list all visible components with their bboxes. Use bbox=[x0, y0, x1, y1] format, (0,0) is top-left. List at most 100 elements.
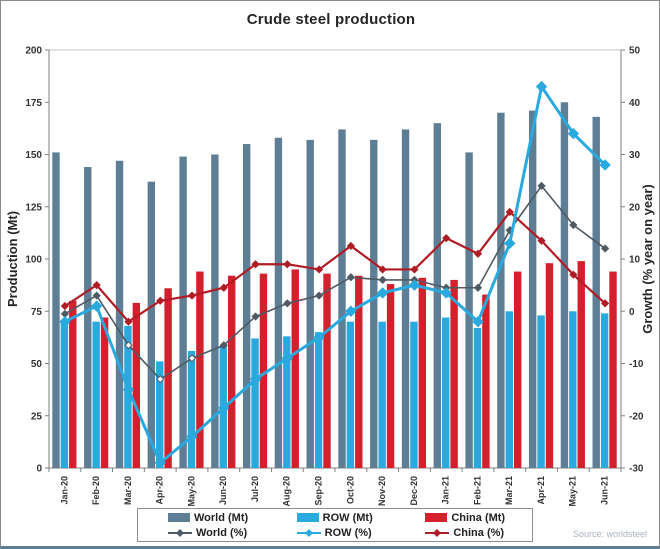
bar bbox=[569, 311, 577, 468]
svg-text:Dec-20: Dec-20 bbox=[409, 476, 419, 506]
svg-text:Jun-21: Jun-21 bbox=[599, 476, 609, 505]
bar bbox=[560, 102, 569, 468]
bar bbox=[52, 152, 60, 468]
marker-diamond bbox=[281, 352, 294, 364]
svg-text:0: 0 bbox=[36, 464, 42, 475]
marker-diamond bbox=[283, 260, 292, 269]
svg-text:Sep-20: Sep-20 bbox=[313, 476, 323, 506]
svg-text:25: 25 bbox=[31, 411, 43, 422]
line-row- bbox=[59, 80, 611, 469]
bar bbox=[592, 116, 600, 468]
svg-text:200: 200 bbox=[25, 46, 42, 57]
marker-diamond bbox=[187, 291, 197, 300]
svg-text:Mar-21: Mar-21 bbox=[504, 476, 514, 505]
svg-text:Feb-21: Feb-21 bbox=[472, 476, 482, 505]
bar bbox=[314, 332, 323, 468]
marker-diamond bbox=[251, 312, 260, 321]
svg-text:Jan-21: Jan-21 bbox=[441, 476, 451, 505]
marker-diamond bbox=[601, 244, 610, 253]
marker-diamond bbox=[156, 375, 165, 384]
bar bbox=[386, 284, 395, 468]
marker-diamond bbox=[59, 315, 71, 328]
svg-text:Jan-20: Jan-20 bbox=[59, 476, 69, 505]
marker-diamond bbox=[156, 296, 165, 305]
bar bbox=[124, 325, 132, 468]
bar bbox=[513, 271, 522, 468]
right-axis-ticks: -30 -20 -10 0 10 20 30 40 50 bbox=[621, 46, 644, 475]
svg-text:-20: -20 bbox=[629, 411, 644, 422]
svg-text:Oct-20: Oct-20 bbox=[345, 476, 355, 504]
svg-text:30: 30 bbox=[629, 150, 641, 161]
marker-diamond bbox=[440, 287, 452, 299]
svg-text:100: 100 bbox=[25, 255, 42, 266]
bar bbox=[338, 129, 346, 469]
bar bbox=[84, 167, 92, 469]
svg-text:Jun-20: Jun-20 bbox=[218, 476, 228, 505]
svg-text:Apr-20: Apr-20 bbox=[155, 476, 165, 505]
legend-label: ROW (%) bbox=[324, 526, 372, 539]
svg-text:Aug-20: Aug-20 bbox=[282, 476, 292, 507]
bar bbox=[545, 263, 554, 468]
svg-text:Feb-20: Feb-20 bbox=[91, 476, 101, 505]
marker-diamond bbox=[92, 291, 101, 300]
legend-label: China (Mt) bbox=[451, 511, 506, 524]
bar bbox=[473, 327, 482, 468]
svg-text:75: 75 bbox=[31, 307, 43, 318]
legend-swatch bbox=[425, 513, 448, 522]
legend: World (Mt) ROW (Mt) China (Mt) World (%) ROW… bbox=[137, 508, 533, 542]
svg-text:50: 50 bbox=[31, 359, 43, 370]
bar bbox=[306, 139, 314, 468]
marker-diamond bbox=[219, 283, 228, 292]
marker-diamond bbox=[410, 265, 419, 274]
x-axis-ticks bbox=[48, 468, 622, 472]
bar bbox=[505, 311, 513, 468]
bar bbox=[465, 152, 473, 468]
legend-line-swatch bbox=[168, 528, 192, 537]
right-axis-title: Growth (% year on year) bbox=[640, 184, 655, 334]
svg-text:-30: -30 bbox=[629, 464, 644, 475]
source-note: Source: worldsteel bbox=[572, 529, 647, 539]
marker-diamond bbox=[283, 299, 292, 308]
legend-item-row-mt-: ROW (Mt) bbox=[271, 512, 400, 524]
marker-diamond bbox=[505, 207, 514, 217]
bar bbox=[156, 361, 164, 468]
marker-diamond bbox=[504, 237, 516, 250]
bar bbox=[433, 123, 442, 469]
marker-diamond bbox=[218, 402, 230, 414]
svg-text:May-20: May-20 bbox=[186, 476, 196, 507]
marker-diamond bbox=[378, 265, 387, 274]
svg-text:20: 20 bbox=[629, 202, 641, 213]
legend-item-world-: World (%) bbox=[142, 527, 271, 539]
marker-diamond bbox=[473, 283, 483, 292]
marker-diamond bbox=[599, 159, 611, 171]
marker-diamond bbox=[313, 331, 325, 344]
bar bbox=[370, 139, 378, 468]
bar bbox=[187, 350, 196, 468]
chart-title: Crude steel production bbox=[246, 11, 416, 28]
bar bbox=[346, 321, 355, 468]
legend-label: ROW (Mt) bbox=[322, 511, 373, 524]
bar bbox=[92, 321, 100, 468]
marker-diamond bbox=[315, 291, 324, 300]
bar bbox=[259, 273, 268, 468]
line-china- bbox=[60, 207, 610, 326]
marker-diamond bbox=[219, 341, 228, 350]
bar bbox=[196, 271, 204, 468]
svg-text:125: 125 bbox=[25, 202, 42, 213]
bar bbox=[227, 275, 236, 468]
marker-diamond bbox=[249, 373, 262, 385]
marker-diamond bbox=[473, 249, 483, 258]
bar bbox=[418, 277, 427, 468]
bar bbox=[482, 294, 490, 468]
bar bbox=[600, 313, 609, 468]
marker-diamond bbox=[90, 300, 103, 312]
bar bbox=[274, 137, 283, 468]
bar bbox=[410, 321, 418, 468]
svg-text:Jul-20: Jul-20 bbox=[250, 476, 260, 502]
legend-swatch bbox=[168, 513, 190, 522]
marker-diamond bbox=[537, 181, 546, 190]
legend-line-swatch bbox=[296, 528, 321, 537]
bar bbox=[537, 315, 545, 468]
bars-row-mt- bbox=[60, 311, 609, 468]
